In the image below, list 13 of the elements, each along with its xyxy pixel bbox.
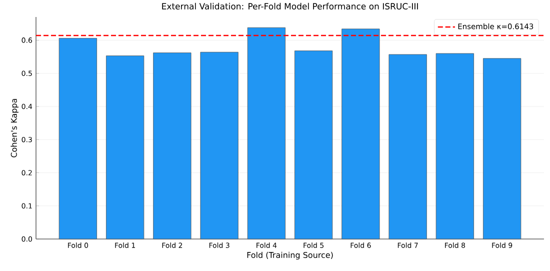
y-axis-title: Cohen's Kappa [10,98,18,158]
bar [388,54,427,240]
bar [483,58,522,240]
bar [294,50,333,240]
x-axis-title: Fold (Training Source) [247,252,333,260]
bar [247,27,286,240]
bar [200,52,238,240]
chart-title: External Validation: Per-Fold Model Performance on ISRUC-III [162,2,418,10]
bar [153,52,192,240]
bar [342,28,380,240]
bar [106,56,144,240]
bar [436,53,474,240]
bar [58,38,97,240]
